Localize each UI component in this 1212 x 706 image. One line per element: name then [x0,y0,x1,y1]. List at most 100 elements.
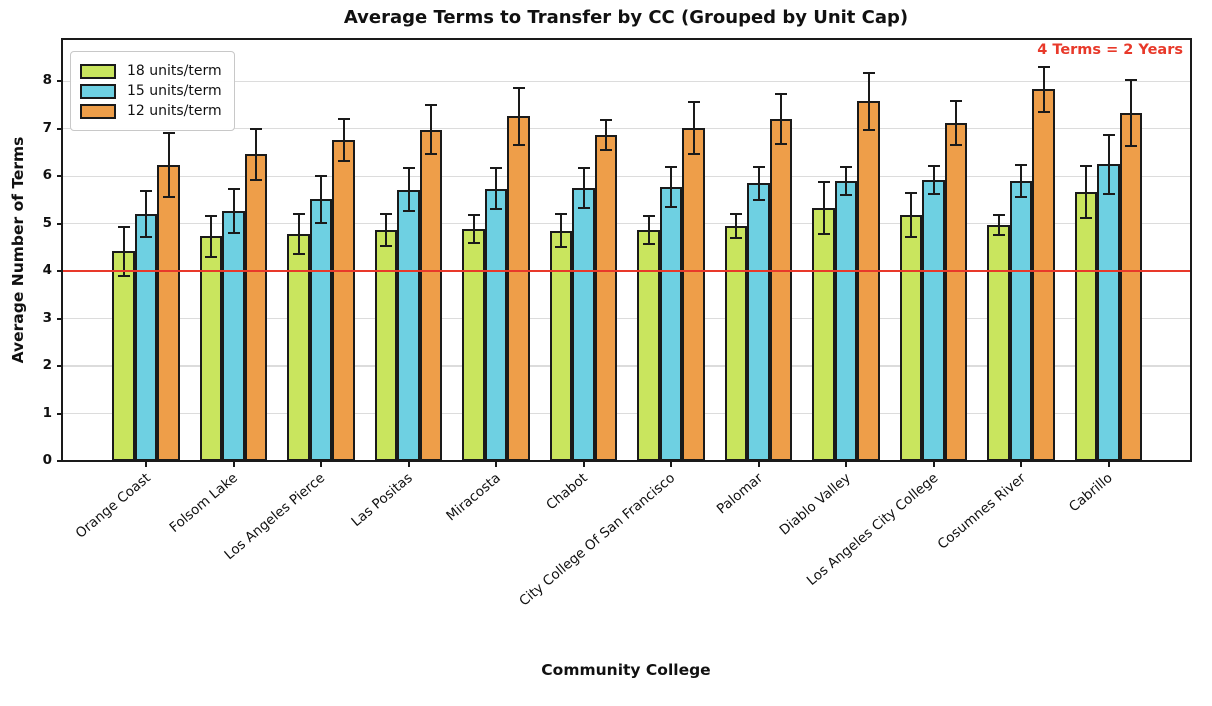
y-tick-label-8: 8 [42,72,52,89]
errorbar-12-units-term-diablo-valley [867,72,870,130]
x-tick-orange-coast [145,461,148,467]
bar-15-units-term-cosumnes-river [1009,180,1033,461]
bar-15-units-term-chabot [572,187,595,461]
errorbar-15-units-term-palomar [757,166,760,200]
x-tick-label-cosumnes-river: Cosumnes River [934,470,1029,553]
y-tick-label-5: 5 [42,214,52,231]
errorbar-18-units-term-chabot [560,214,563,248]
errorbar-15-units-term-city-college-of-san-francisco [670,167,673,208]
y-tick-0 [57,460,63,462]
errorbar-12-units-term-folsom-lake [255,128,258,180]
errorbar-12-units-term-city-college-of-san-francisco [692,102,695,155]
errorbar-12-units-term-los-angeles-city-college [955,101,958,145]
y-tick-1 [57,412,63,415]
errorbar-15-units-term-diablo-valley-cap-bottom [840,194,853,197]
errorbar-15-units-term-los-angeles-pierce [320,175,323,224]
errorbar-15-units-term-las-positas-cap-bottom [402,210,415,213]
legend-item-15-units-term: 15 units/term [80,83,222,99]
legend-swatch-12-units-term [80,103,116,119]
bar-12-units-term-palomar [769,118,793,461]
errorbar-18-units-term-city-college-of-san-francisco-cap-bottom [642,243,655,246]
errorbar-15-units-term-cabrillo-cap-top [1102,133,1115,136]
errorbar-15-units-term-orange-coast [145,191,148,237]
errorbar-18-units-term-folsom-lake-cap-bottom [205,256,218,259]
legend-item-12-units-term: 12 units/term [80,103,222,119]
errorbar-18-units-term-los-angeles-city-college-cap-top [905,192,918,195]
errorbar-15-units-term-los-angeles-pierce-cap-bottom [315,222,328,225]
x-tick-label-chabot: Chabot [543,470,591,514]
errorbar-12-units-term-cabrillo [1130,79,1133,147]
errorbar-12-units-term-los-angeles-pierce-cap-top [337,117,350,120]
y-tick-8 [57,80,63,83]
gridline-y-5 [63,223,1190,225]
errorbar-15-units-term-orange-coast-cap-bottom [140,235,153,238]
x-tick-label-palomar: Palomar [713,470,766,518]
errorbar-12-units-term-diablo-valley-cap-bottom [862,128,875,131]
errorbar-12-units-term-las-positas-cap-top [425,104,438,107]
legend-label-12-units-term: 12 units/term [127,103,222,119]
gridline-y-6 [63,175,1190,177]
plot-area [61,38,1192,462]
errorbar-18-units-term-folsom-lake [210,215,213,258]
errorbar-18-units-term-diablo-valley-cap-bottom [817,233,830,236]
errorbar-12-units-term-miracosta-cap-top [512,86,525,89]
y-tick-label-1: 1 [42,404,52,421]
bar-18-units-term-chabot [549,230,573,461]
bar-12-units-term-diablo-valley [857,101,880,461]
bar-15-units-term-los-angeles-city-college [922,180,945,461]
bar-12-units-term-cosumnes-river [1032,89,1055,461]
errorbar-15-units-term-cabrillo [1107,134,1110,194]
errorbar-18-units-term-orange-coast-cap-bottom [117,274,130,277]
errorbar-12-units-term-los-angeles-pierce [342,118,345,161]
errorbar-12-units-term-folsom-lake-cap-top [250,127,263,130]
errorbar-15-units-term-cosumnes-river-cap-bottom [1015,195,1028,198]
bar-18-units-term-orange-coast [112,251,135,461]
bar-12-units-term-miracosta [507,116,530,461]
errorbar-15-units-term-los-angeles-city-college [932,165,935,195]
x-tick-las-positas [407,461,410,467]
gridline-y-7 [63,128,1190,130]
errorbar-15-units-term-los-angeles-pierce-cap-top [315,174,328,177]
errorbar-18-units-term-cosumnes-river [997,215,1000,236]
legend-swatch-18-units-term [80,63,116,79]
errorbar-18-units-term-folsom-lake-cap-top [205,214,218,217]
bar-15-units-term-miracosta [484,188,508,461]
x-tick-label-diablo-valley: Diablo Valley [776,470,854,539]
errorbar-15-units-term-chabot-cap-top [577,166,590,169]
errorbar-12-units-term-palomar-cap-top [775,92,788,95]
errorbar-18-units-term-miracosta-cap-top [467,213,480,216]
errorbar-12-units-term-palomar [780,93,783,144]
chart-title: Average Terms to Transfer by CC (Grouped… [343,7,909,28]
y-tick-2 [57,365,63,368]
bar-12-units-term-city-college-of-san-francisco [682,128,705,461]
legend-item-18-units-term: 18 units/term [80,63,222,79]
errorbar-15-units-term-miracosta [495,167,498,210]
errorbar-18-units-term-los-angeles-pierce-cap-top [292,213,305,216]
errorbar-12-units-term-folsom-lake-cap-bottom [250,179,263,182]
y-tick-label-7: 7 [42,119,52,136]
errorbar-12-units-term-cabrillo-cap-top [1125,78,1138,81]
errorbar-15-units-term-folsom-lake [232,188,235,234]
bar-15-units-term-las-positas [397,189,420,461]
errorbar-12-units-term-los-angeles-pierce-cap-bottom [337,159,350,162]
errorbar-15-units-term-cosumnes-river [1020,165,1023,197]
errorbar-18-units-term-diablo-valley-cap-top [817,180,830,183]
errorbar-12-units-term-chabot-cap-top [600,118,613,121]
bar-18-units-term-city-college-of-san-francisco [637,229,660,461]
bar-18-units-term-diablo-valley [812,208,835,461]
errorbar-18-units-term-los-angeles-city-college-cap-bottom [905,235,918,238]
errorbar-18-units-term-palomar-cap-bottom [730,237,743,240]
x-tick-miracosta [495,461,498,467]
bar-12-units-term-folsom-lake [244,154,268,461]
y-tick-7 [57,127,63,130]
errorbar-12-units-term-miracosta-cap-bottom [512,143,525,146]
errorbar-15-units-term-miracosta-cap-top [490,166,503,169]
bar-15-units-term-folsom-lake [222,210,245,461]
errorbar-15-units-term-palomar-cap-bottom [752,198,765,201]
errorbar-12-units-term-cabrillo-cap-bottom [1125,145,1138,148]
bar-18-units-term-los-angeles-pierce [287,234,310,461]
errorbar-12-units-term-chabot-cap-bottom [600,149,613,152]
bar-15-units-term-palomar [747,183,770,461]
errorbar-18-units-term-chabot-cap-top [555,213,568,216]
legend-label-15-units-term: 15 units/term [127,83,222,99]
